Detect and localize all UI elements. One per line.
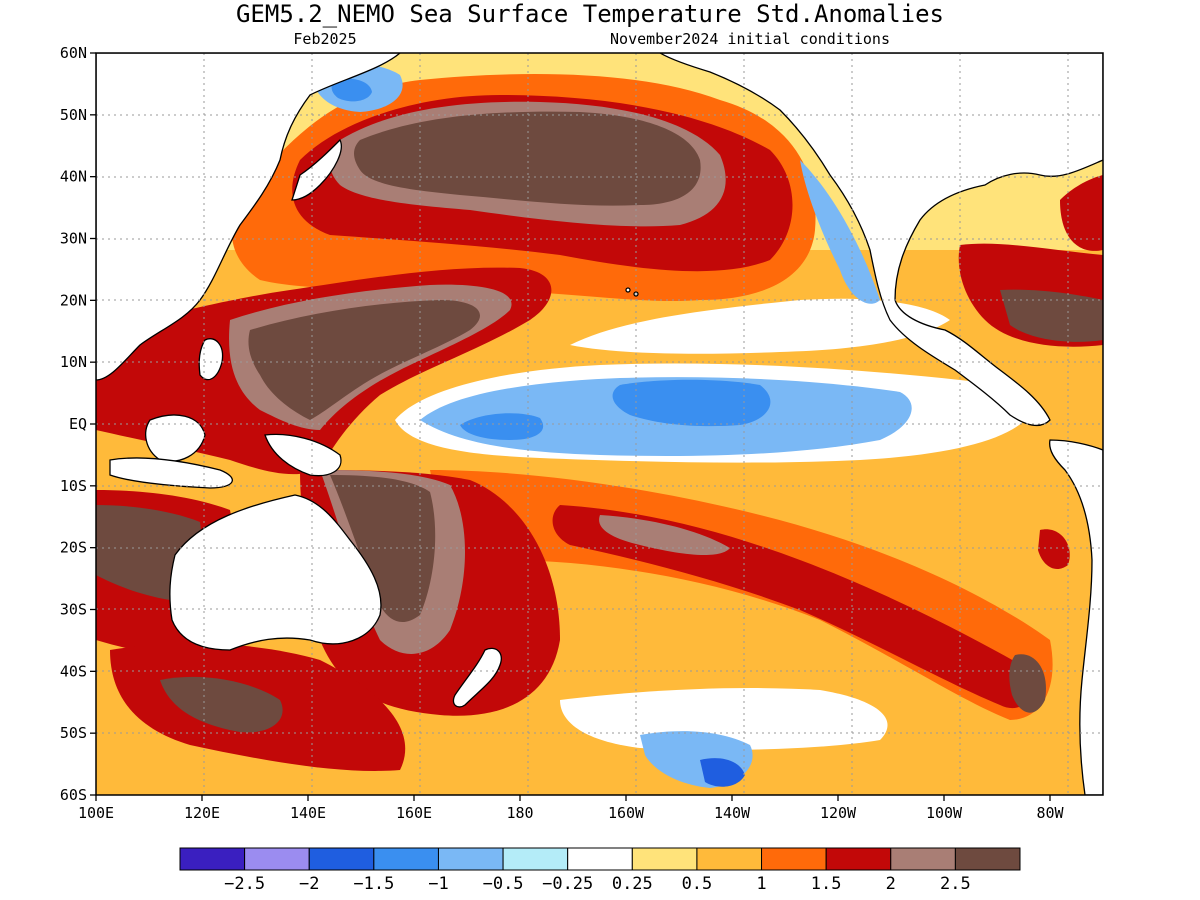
landmasses [96,53,1103,795]
lon-label: 100E [78,804,114,822]
north-america-landmass [658,53,1103,427]
lat-label: 30S [60,601,87,619]
lon-label: 120E [184,804,220,822]
warm-pool-brown-dark [248,300,480,420]
lat-label: 50S [60,724,87,742]
colorbar-label: 2 [886,874,896,894]
north-pacific-brown-dark [354,111,701,206]
australia-landmass [169,494,382,651]
lat-label: EQ [69,415,87,433]
new-zealand-landmass [452,647,502,708]
lat-label: 40S [60,662,87,680]
lon-label: 180 [506,804,533,822]
lat-label: 20N [60,291,87,309]
tasman-brown-dark [330,475,436,623]
japan-landmass [291,138,342,201]
lat-label: 10N [60,353,87,371]
south-pacific-brown-1 [599,515,730,556]
gridlines [96,53,1103,795]
lon-label: 140W [714,804,751,822]
colorbar-label: −2.5 [224,874,265,894]
south-white-patch [560,688,888,750]
atlantic-red [1060,175,1103,251]
colorbar-label: −2 [299,874,319,894]
south-pacific-brown-2 [1009,654,1046,713]
southern-ocean-brown [160,676,283,733]
south-blue-core [700,758,745,787]
caribbean-brown [1000,289,1103,342]
map-subtitle-date: Feb2025 [293,30,356,48]
colorbar-swatch [954,847,1021,871]
south-pacific-red [552,505,1033,709]
colorbar-swatch [631,847,698,871]
south-america-landmass [1049,439,1103,795]
colorbar-label: −0.5 [483,874,524,894]
california-coast-blue [800,160,880,304]
colorbar: −2.5 −2 −1.5 −1 −0.5 −0.25 0.25 0.5 1 1.5 2 2.5 [179,847,1021,894]
colorbar-label: −1.5 [353,874,394,894]
colorbar-swatch [502,847,569,871]
colorbar-label: −1 [428,874,448,894]
colorbar-swatch [696,847,763,871]
lat-label: 10S [60,477,87,495]
colorbar-label: 1.5 [811,874,842,894]
lat-label: 40N [60,168,87,186]
asia-landmass [96,53,402,381]
equatorial-blue-west [460,413,544,440]
colorbar-swatch [373,847,439,871]
colorbar-label: −0.25 [542,874,593,894]
colorbar-swatch [890,847,956,871]
lon-label: 100W [926,804,963,822]
colorbar-swatch [437,847,504,871]
peru-red-spot [1038,529,1070,570]
longitude-axis: 100E 120E 140E 160E 180 160W 140W 120W 100W 80W [78,795,1065,822]
philippines-landmass [198,338,224,381]
map-title: GEM5.2_NEMO Sea Surface Temperature Std.… [236,0,944,28]
colorbar-swatch [308,847,375,871]
colorbar-label: 2.5 [940,874,971,894]
lat-label: 60S [60,786,87,804]
colorbar-label: 0.5 [682,874,713,894]
lon-label: 120W [820,804,857,822]
colorbar-swatch [825,847,892,871]
colorbar-label: 0.25 [612,874,653,894]
lon-label: 140E [290,804,326,822]
colorbar-label: 1 [756,874,766,894]
lat-label: 20S [60,539,87,557]
lat-label: 30N [60,230,87,248]
java-landmass [109,457,233,489]
hawaii-island [625,287,631,293]
lat-label: 60N [60,44,87,62]
okhotsk-blue-core [331,78,372,102]
colorbar-swatch [179,847,246,871]
latitude-axis: 60N 50N 40N 30N 20N 10N EQ 10S 20S 30S 40S 50S 60S [60,44,96,804]
lon-label: 160W [608,804,645,822]
colorbar-swatch [244,847,310,871]
colorbar-swatch [761,847,827,871]
colorbar-swatch [567,847,633,871]
plot-area [96,53,1103,795]
lat-label: 50N [60,106,87,124]
lon-label: 80W [1036,804,1064,822]
borneo-landmass [145,414,206,462]
map-subtitle-init: November2024 initial conditions [610,30,890,48]
new-guinea-landmass [264,433,342,477]
equatorial-blue-core [612,379,771,427]
north-equatorial-white [570,298,950,354]
lon-label: 160E [396,804,432,822]
